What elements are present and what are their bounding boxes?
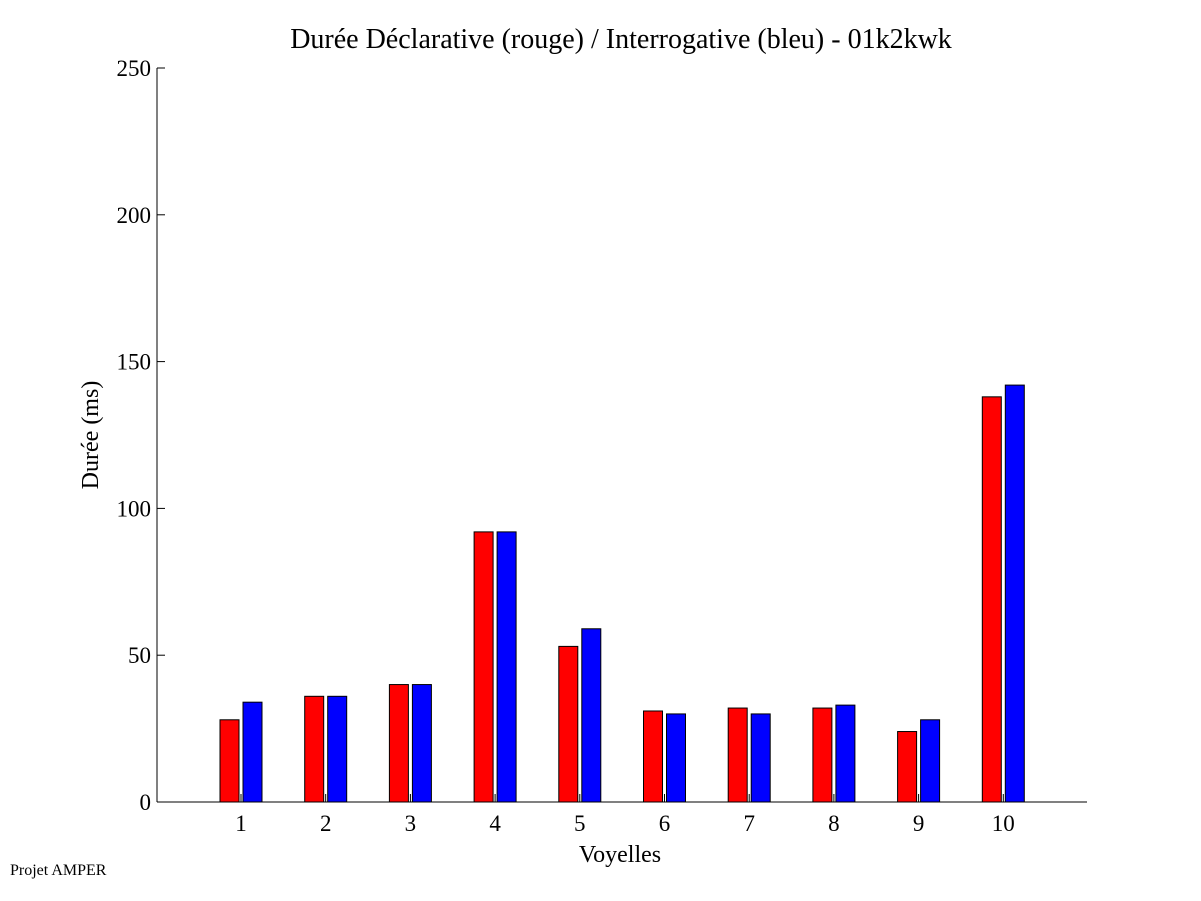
interrogative-bar-5 [581, 628, 602, 803]
y-tick-label-100: 100 [117, 496, 152, 521]
x-tick-label-8: 8 [828, 811, 840, 836]
interrogative-bar-8 [835, 704, 856, 803]
declarative-bar-3 [388, 684, 409, 803]
axes-layer: 0 50 100 150 200 250 1 2 3 4 5 6 7 8 9 10 [117, 56, 1087, 836]
bars-layer [219, 384, 1025, 803]
declarative-bar-4 [473, 531, 494, 803]
interrogative-bar-3 [411, 684, 432, 803]
x-tick-label-2: 2 [320, 811, 332, 836]
y-tick-label-0: 0 [140, 790, 152, 815]
declarative-bar-1 [219, 719, 240, 803]
declarative-bar-5 [558, 645, 579, 803]
interrogative-bar-7 [750, 713, 771, 803]
chart-title: Durée Déclarative (rouge) / Interrogativ… [290, 24, 952, 55]
interrogative-bar-1 [242, 701, 263, 803]
y-axis-label: Durée (ms) [78, 381, 104, 490]
x-tick-label-10: 10 [992, 811, 1015, 836]
interrogative-bar-2 [327, 695, 348, 803]
y-tick-label-150: 150 [117, 350, 152, 375]
y-tick-label-200: 200 [117, 203, 152, 228]
interrogative-bar-4 [496, 531, 517, 803]
x-tick-label-1: 1 [235, 811, 247, 836]
x-tick-label-3: 3 [405, 811, 417, 836]
x-tick-label-9: 9 [913, 811, 925, 836]
declarative-bar-7 [727, 707, 748, 803]
y-tick-label-250: 250 [117, 56, 152, 81]
x-tick-label-6: 6 [659, 811, 671, 836]
y-tick-label-50: 50 [128, 643, 151, 668]
declarative-bar-6 [643, 710, 663, 803]
x-tick-label-7: 7 [743, 811, 755, 836]
declarative-bar-10 [981, 396, 1002, 803]
x-tick-label-4: 4 [489, 811, 501, 836]
interrogative-bar-6 [666, 713, 686, 803]
declarative-bar-8 [812, 707, 833, 803]
footer-credit: Projet AMPER [10, 862, 107, 879]
x-axis-label: Voyelles [579, 842, 661, 868]
declarative-bar-2 [304, 695, 325, 803]
x-tick-label-5: 5 [574, 811, 586, 836]
interrogative-bar-10 [1004, 384, 1025, 803]
declarative-bar-9 [897, 731, 918, 803]
interrogative-bar-9 [920, 719, 941, 803]
